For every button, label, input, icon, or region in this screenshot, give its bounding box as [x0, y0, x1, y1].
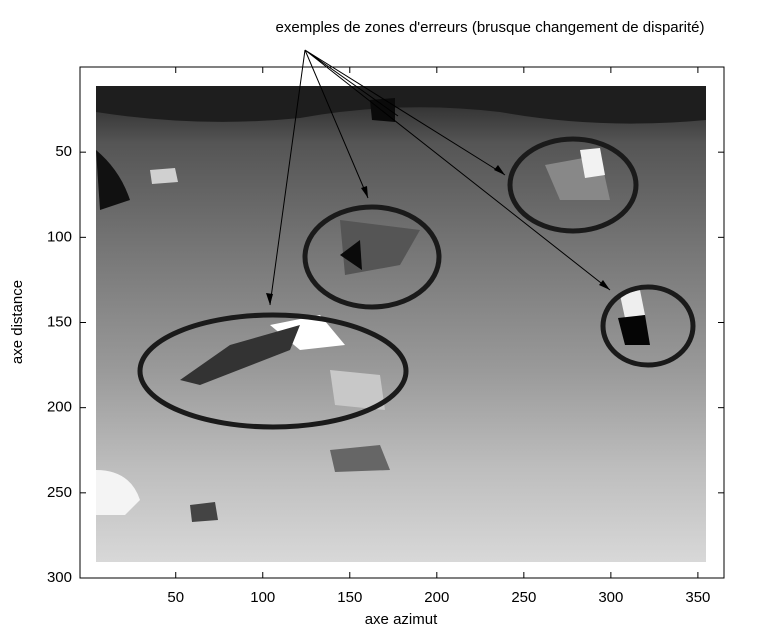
y-tick-label: 50 [55, 143, 72, 160]
x-tick-label: 50 [167, 589, 184, 606]
y-axis-label: axe distance [9, 280, 26, 364]
x-tick-label: 350 [685, 589, 710, 606]
y-tick-label: 250 [47, 484, 72, 501]
x-tick-label: 300 [598, 589, 623, 606]
y-tick-label: 200 [47, 399, 72, 416]
y-tick-label: 300 [47, 569, 72, 586]
x-axis-label: axe azimut [365, 611, 438, 628]
x-tick-label: 250 [511, 589, 536, 606]
y-tick-label: 100 [47, 228, 72, 245]
y-tick-label: 150 [47, 313, 72, 330]
x-tick-label: 150 [337, 589, 362, 606]
x-tick-label: 100 [250, 589, 275, 606]
x-tick-label: 200 [424, 589, 449, 606]
disparity-image [96, 86, 706, 562]
annotation: exemples de zones d'erreurs (brusque cha… [276, 19, 705, 36]
annotation-arrows [266, 49, 611, 306]
error-highlights [137, 136, 696, 430]
